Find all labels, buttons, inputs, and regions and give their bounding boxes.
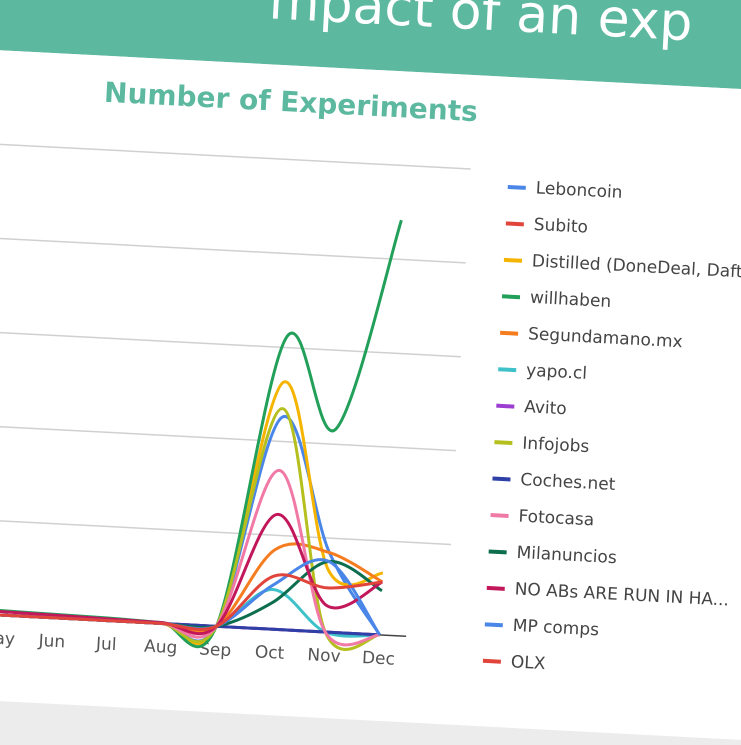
legend-swatch: [503, 257, 523, 263]
grid: [0, 142, 471, 546]
legend-swatch: [482, 658, 502, 664]
legend-swatch: [498, 367, 517, 373]
x-tick-label: Oct: [254, 642, 285, 664]
legend-swatch: [501, 294, 521, 300]
legend-label: OLX: [510, 652, 546, 674]
banner: [0, 0, 741, 93]
legend-swatch: [494, 440, 513, 446]
grid-line: [0, 517, 452, 546]
grid-line: [0, 423, 456, 452]
legend-label: Coches.net: [520, 470, 616, 495]
legend-swatch: [500, 330, 519, 336]
series-line: [0, 573, 383, 631]
x-tick-label: Nov: [307, 645, 341, 667]
x-tick-label: Jul: [95, 634, 118, 655]
legend-label: Infojobs: [522, 434, 590, 457]
legend-label: willhaben: [529, 288, 611, 312]
x-tick-label: Aug: [144, 637, 178, 659]
card: [0, 48, 741, 743]
legend-swatch: [496, 403, 515, 409]
legend-swatch: [486, 585, 505, 591]
x-tick-label: May: [0, 628, 15, 650]
x-tick-label: Jun: [37, 631, 66, 652]
legend-swatch: [488, 549, 507, 555]
legend-label: Subito: [533, 215, 588, 238]
legend-swatch: [490, 513, 509, 518]
x-tick-label: Sep: [199, 639, 232, 661]
grid-line: [0, 329, 461, 358]
legend-swatch: [484, 622, 503, 628]
grid-line: [0, 235, 466, 264]
legend-label: MP comps: [512, 616, 599, 640]
legend-swatch: [507, 184, 526, 190]
legend-label: Avito: [524, 397, 567, 419]
grid-line: [0, 142, 471, 170]
x-tick-label: Dec: [361, 648, 395, 670]
legend-label: yapo.cl: [526, 361, 588, 384]
legend-swatch: [505, 221, 524, 227]
legend-label: Fotocasa: [518, 506, 595, 530]
legend-swatch: [492, 476, 511, 482]
legend-label: Leboncoin: [535, 178, 623, 203]
